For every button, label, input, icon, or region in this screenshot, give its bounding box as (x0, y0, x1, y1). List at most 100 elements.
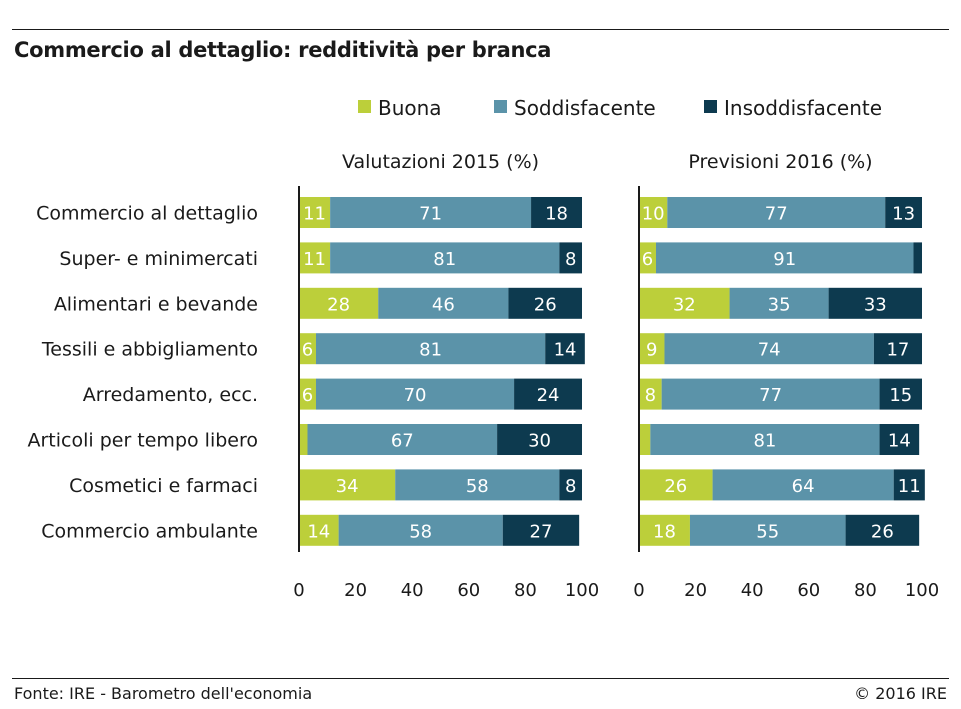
bar-insoddisfacente (845, 514, 920, 546)
panel-title: Previsioni 2016 (%) (688, 151, 872, 173)
legend-swatch-buona (358, 100, 371, 113)
bar-insoddisfacente (559, 242, 582, 274)
data-label: 11 (303, 249, 326, 270)
panel-2: Previsioni 2016 (%) 10 77 13 6 91 32 35 33 9 74 17 8… (633, 151, 939, 601)
x-tick-label: 100 (905, 580, 939, 601)
data-label: 26 (871, 521, 894, 542)
x-tick-label: 100 (565, 580, 599, 601)
x-tick-label: 20 (344, 580, 367, 601)
data-label: 74 (758, 340, 781, 361)
bar-soddisfacente (661, 378, 880, 410)
bar-buona (299, 378, 316, 410)
panel-title: Valutazioni 2015 (%) (342, 151, 539, 173)
data-label: 77 (759, 385, 782, 406)
x-tick-label: 20 (684, 580, 707, 601)
bar-buona (639, 378, 662, 410)
data-label: 34 (336, 476, 359, 497)
data-label: 15 (889, 385, 912, 406)
data-label: 67 (391, 431, 414, 452)
top-rule (12, 29, 949, 30)
bar-buona (639, 287, 730, 319)
data-label: 30 (528, 431, 551, 452)
data-label: 9 (646, 340, 657, 361)
bar-buona (639, 242, 656, 274)
legend-swatch-insoddisfacente (704, 100, 717, 113)
legend-swatch-soddisfacente (494, 100, 507, 113)
legend-label-soddisfacente: Soddisfacente (514, 96, 656, 120)
bar-soddisfacente (307, 424, 498, 455)
bar-insoddisfacente (879, 424, 920, 455)
bar-soddisfacente (664, 333, 874, 365)
bar-soddisfacente (395, 469, 560, 501)
data-label: 8 (565, 476, 576, 497)
data-label: 58 (409, 521, 432, 542)
chart-legend: Buona Soddisfacente Insoddisfacente (358, 96, 882, 120)
legend-label-insoddisfacente: Insoddisfacente (724, 96, 882, 120)
bar-soddisfacente (650, 424, 880, 455)
bar-buona (299, 333, 316, 365)
data-label: 8 (565, 249, 576, 270)
data-label: 17 (886, 340, 909, 361)
data-label: 11 (898, 476, 921, 497)
data-label: 55 (756, 521, 779, 542)
bar-soddisfacente (378, 287, 509, 319)
x-tick-label: 40 (741, 580, 764, 601)
bar-buona (299, 514, 339, 546)
data-label: 70 (404, 385, 427, 406)
data-label: 26 (534, 294, 557, 315)
data-label: 14 (307, 521, 330, 542)
data-label: 14 (888, 431, 911, 452)
bar-insoddisfacente (559, 469, 582, 501)
data-label: 10 (642, 204, 665, 225)
chart-title: Commercio al dettaglio: redditività per … (14, 38, 552, 62)
category-label-super-e-minimercati: Super- e minimercati (59, 248, 258, 270)
bar-insoddisfacente (497, 424, 582, 455)
data-label: 18 (545, 204, 568, 225)
bar-soddisfacente (712, 469, 894, 501)
x-tick-label: 60 (797, 580, 820, 601)
data-label: 64 (792, 476, 815, 497)
x-tick-label: 80 (514, 580, 537, 601)
bar-buona (299, 197, 331, 228)
data-label: 77 (765, 204, 788, 225)
bar-soddisfacente (330, 242, 560, 274)
source-note: Fonte: IRE - Barometro dell'economia (14, 684, 313, 703)
data-label: 28 (327, 294, 350, 315)
data-label: 11 (303, 204, 326, 225)
x-tick-label: 60 (457, 580, 480, 601)
x-tick-label: 80 (854, 580, 877, 601)
bar-insoddisfacente (508, 287, 582, 319)
data-label: 81 (753, 431, 776, 452)
bar-insoddisfacente (879, 378, 922, 410)
legend-label-buona: Buona (378, 96, 442, 120)
bar-soddisfacente (338, 514, 503, 546)
data-label: 91 (773, 249, 796, 270)
bar-insoddisfacente (514, 378, 582, 410)
data-label: 33 (864, 294, 887, 315)
bar-buona (299, 424, 308, 455)
bar-insoddisfacente (502, 514, 580, 546)
data-label: 8 (645, 385, 656, 406)
category-label-commercio-al-dettaglio: Commercio al dettaglio (36, 203, 258, 225)
data-label: 6 (302, 385, 313, 406)
category-label-arredamento-ecc: Arredamento, ecc. (83, 384, 258, 406)
data-label: 18 (653, 521, 676, 542)
category-label-alimentari-e-bevande: Alimentari e bevande (54, 293, 258, 315)
data-label: 32 (673, 294, 696, 315)
bar-soddisfacente (667, 197, 886, 228)
bar-buona (639, 469, 713, 501)
bar-buona (299, 242, 331, 274)
data-label: 27 (530, 521, 553, 542)
data-label: 81 (433, 249, 456, 270)
x-tick-label: 0 (293, 580, 304, 601)
data-label: 6 (642, 249, 653, 270)
data-label: 58 (466, 476, 489, 497)
bar-buona (639, 197, 668, 228)
bar-soddisfacente (689, 514, 846, 546)
bar-buona (639, 424, 651, 455)
x-tick-label: 40 (401, 580, 424, 601)
bar-insoddisfacente (913, 242, 922, 274)
data-label: 81 (419, 340, 442, 361)
data-label: 35 (768, 294, 791, 315)
